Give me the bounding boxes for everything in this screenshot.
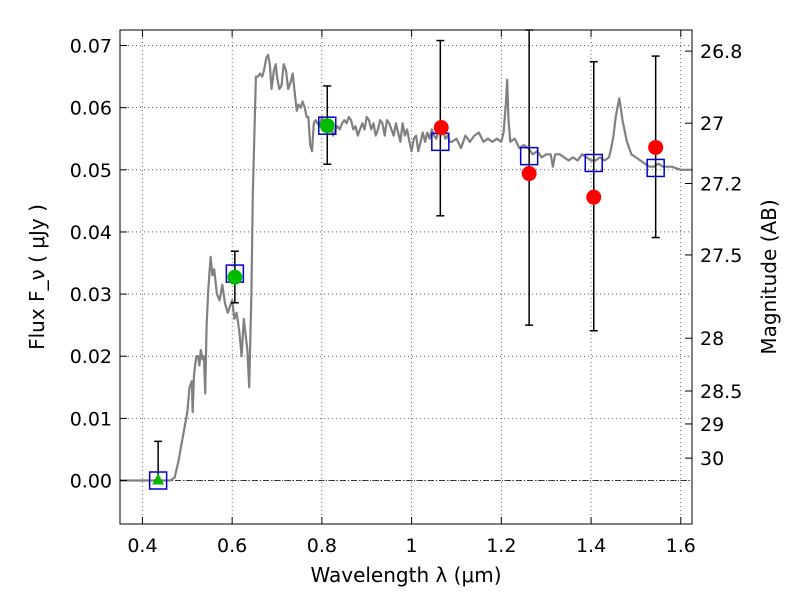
measured-point-red	[586, 189, 602, 205]
tick-group	[120, 30, 692, 524]
x-tick-label: 1.4	[576, 535, 606, 557]
y-tick-label: 0.00	[70, 471, 112, 493]
y-tick-label: 0.05	[70, 160, 112, 182]
y-tick-label: 0.01	[70, 408, 112, 430]
measured-point-red	[648, 139, 664, 155]
right-tick-label: 28.5	[700, 381, 742, 403]
right-tick-label: 28	[700, 328, 724, 350]
x-tick-label: 0.8	[307, 535, 337, 557]
right-tick-label: 29	[700, 414, 724, 436]
marker-group	[148, 116, 665, 490]
model-flux-square	[318, 116, 337, 135]
model-flux-square	[148, 471, 168, 490]
measured-point-red	[433, 120, 449, 136]
spectrum-line	[120, 53, 692, 482]
spectrum-line-group	[120, 53, 692, 482]
measured-point-red	[521, 166, 537, 182]
model-flux-square	[519, 146, 539, 166]
x-tick-label: 0.6	[217, 535, 247, 557]
right-tick-label: 27.5	[700, 245, 742, 267]
x-tick-label: 1	[406, 535, 418, 557]
y-tick-label: 0.03	[70, 284, 112, 306]
right-tick-label: 26.8	[700, 41, 742, 63]
y-axis-label: Flux F_ν ( μJy )	[25, 204, 49, 350]
plot-frame	[119, 29, 693, 525]
measured-point-green	[227, 269, 243, 285]
x-tick-label: 0.4	[127, 535, 157, 557]
grid-lines	[120, 30, 692, 524]
x-axis-label: Wavelength λ (μm)	[310, 563, 501, 587]
y-tick-label: 0.02	[70, 346, 112, 368]
right-tick-label: 27	[700, 113, 724, 135]
measured-point-green	[319, 118, 335, 134]
model-flux-square	[646, 158, 665, 178]
upper-limit-triangle	[152, 473, 165, 485]
y-tick-label: 0.07	[70, 36, 112, 58]
errorbar-group	[154, 29, 660, 482]
model-flux-square	[584, 153, 604, 173]
right-tick-label: 30	[700, 448, 724, 470]
y-tick-label: 0.06	[70, 98, 112, 120]
x-tick-label: 1.2	[486, 535, 516, 557]
x-tick-label: 1.6	[666, 535, 696, 557]
tick-label-group: 0.4 0.6 0.8 1 1.2 1.4 1.6 0.00 0.01 0.02 0.03 0.04 0…	[70, 36, 743, 557]
right-tick-label: 27.2	[700, 173, 742, 195]
right-axis-label: Magnitude (AB)	[757, 199, 781, 354]
y-tick-label: 0.04	[70, 222, 112, 244]
